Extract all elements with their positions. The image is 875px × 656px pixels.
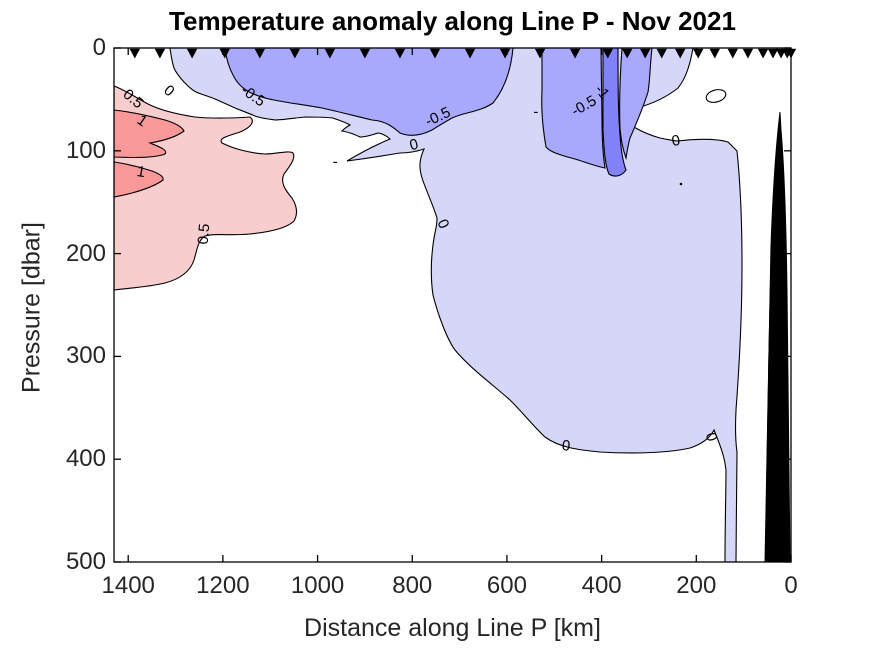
station-triangle-marker [129, 48, 141, 59]
zero-contour-ring [705, 89, 727, 103]
station-triangle-marker [675, 48, 686, 59]
station-triangle-marker [534, 48, 546, 59]
station-triangle-marker [569, 48, 581, 59]
contour-label: - [332, 153, 338, 171]
tiny-contour-dot [679, 182, 683, 186]
x-tick-label: 1000 [290, 572, 345, 599]
x-tick-label: 800 [392, 572, 433, 599]
contour-region-neg0-band-and-blob [169, 48, 743, 562]
x-tick-label: 1400 [101, 572, 155, 599]
station-triangle-marker [499, 48, 511, 59]
x-tick-label: 400 [581, 572, 622, 599]
x-axis-label: Distance along Line P [km] [304, 614, 601, 642]
contour-region-neg05-patch-right-of-strip [619, 48, 653, 161]
bathymetry-wedge [764, 111, 791, 562]
station-triangle-marker [464, 48, 476, 59]
station-triangle-marker [709, 48, 720, 59]
contour-fill-regions [114, 48, 791, 562]
x-tick-label: 0 [784, 572, 798, 599]
station-triangle-marker [693, 48, 704, 59]
axes-box [113, 47, 792, 563]
station-triangle-marker [429, 48, 441, 59]
contour-region-pos1-lower [114, 161, 164, 198]
contour-region-neg05-patch-left-of-strip [541, 48, 606, 169]
contour-label: 0 [561, 436, 572, 455]
plot-title: Temperature anomaly along Line P - Nov 2… [169, 6, 736, 36]
station-triangle-marker [219, 48, 230, 59]
y-tick-label: 300 [65, 342, 106, 370]
y-tick-label: 400 [65, 445, 106, 473]
station-triangle-marker [254, 48, 266, 59]
station-triangle-marker [324, 48, 336, 59]
y-tick-label: 0 [92, 34, 106, 61]
station-triangle-marker [602, 48, 613, 59]
contour-region-neg1-strip [602, 48, 627, 177]
y-tick-label: 500 [65, 548, 106, 575]
x-tick-label: 1200 [196, 572, 250, 599]
station-triangle-marker [757, 48, 769, 59]
y-axis-label: Pressure [dbar] [17, 222, 46, 393]
station-triangle-marker [154, 48, 166, 59]
station-markers [129, 48, 797, 59]
station-triangle-marker [767, 48, 779, 59]
station-triangle-marker [359, 48, 371, 59]
station-triangle-marker [639, 48, 651, 59]
contour-label: - [533, 103, 539, 121]
station-triangle-marker [727, 48, 738, 59]
x-tick-label: 600 [486, 572, 527, 599]
station-triangle-marker [289, 48, 301, 59]
station-triangle-marker [186, 48, 198, 59]
y-tick-label: 100 [65, 136, 106, 164]
station-triangle-marker [656, 48, 667, 59]
contour-label: 0.5 [194, 222, 214, 246]
x-tick-label: 200 [676, 572, 717, 599]
y-tick-label: 200 [65, 239, 106, 267]
contour-region-neg05-band-left [224, 48, 514, 136]
station-triangle-marker [621, 48, 633, 59]
station-triangle-marker [394, 48, 406, 59]
station-triangle-marker [742, 48, 754, 59]
contour-region-pos1-upper [114, 109, 185, 159]
